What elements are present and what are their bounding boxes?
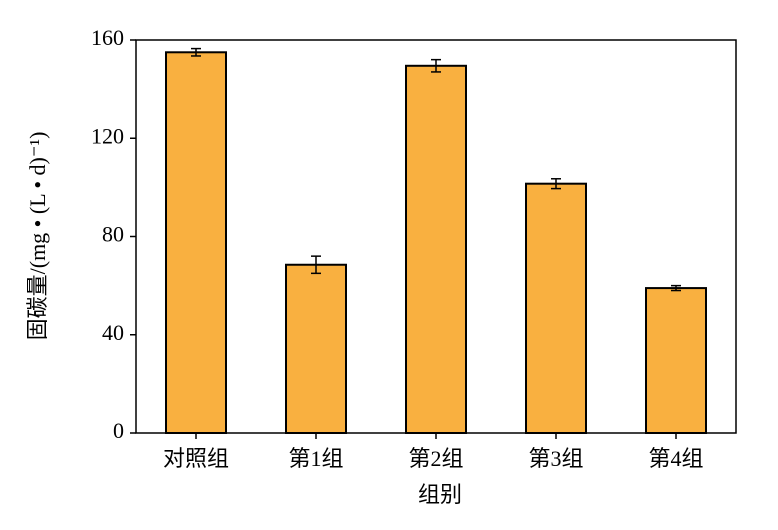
x-tick-label: 第1组 [288, 446, 343, 471]
bar [165, 51, 227, 434]
error-bar [671, 284, 681, 292]
y-tick-label: 80 [102, 222, 124, 247]
x-tick-label: 第2组 [408, 446, 463, 471]
x-axis-label: 组别 [418, 482, 462, 507]
x-tick-label: 对照组 [163, 446, 229, 471]
error-bar [431, 58, 441, 73]
bar [525, 182, 587, 434]
error-bar [191, 47, 201, 57]
x-tick-label: 第4组 [648, 446, 703, 471]
y-tick-label: 0 [113, 418, 124, 443]
y-tick-label: 120 [91, 123, 124, 148]
bar [405, 64, 467, 435]
error-bar [311, 255, 321, 275]
y-tick-label: 160 [91, 25, 124, 50]
y-tick-label: 40 [102, 320, 124, 345]
bar [285, 263, 347, 435]
x-tick-label: 第3组 [528, 446, 583, 471]
y-axis-label: 固碳量/(mg • (L • d)⁻¹) [25, 132, 50, 341]
plot-frame [135, 39, 737, 434]
error-bar [551, 178, 561, 190]
bar [645, 287, 707, 434]
